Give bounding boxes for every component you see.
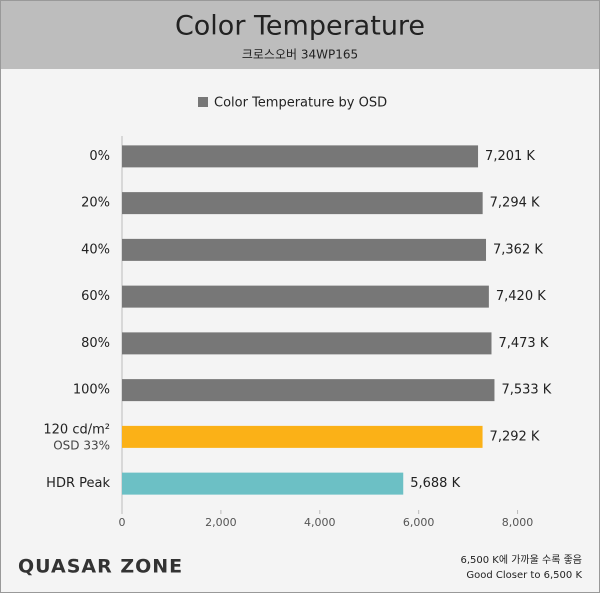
chart-subtitle: 크로스오버 34WP165 (242, 48, 358, 62)
x-tick-label: 0 (119, 516, 126, 529)
y-tick-label: 20% (81, 196, 110, 211)
value-label: 7,420 K (496, 289, 546, 304)
bar (122, 285, 489, 308)
value-label: 7,533 K (501, 383, 551, 398)
legend-swatch (198, 97, 208, 107)
y-tick-label: 80% (81, 336, 110, 351)
value-label: 7,292 K (490, 429, 540, 444)
value-label: 7,201 K (485, 149, 535, 164)
y-tick-note: OSD 33% (53, 438, 110, 452)
bar (122, 145, 479, 168)
bar (122, 238, 487, 261)
chart-title: Color Temperature (175, 11, 425, 42)
logo: QUASAR ZONE (18, 556, 183, 578)
y-tick-label: 60% (81, 289, 110, 304)
value-label: 7,362 K (493, 242, 543, 257)
bar (122, 332, 492, 355)
x-tick-label: 8,000 (502, 516, 534, 529)
y-tick-label: 40% (81, 242, 110, 257)
note: Good Closer to 6,500 K (466, 570, 582, 581)
y-tick-label: 100% (73, 383, 110, 398)
legend-label: Color Temperature by OSD (214, 96, 387, 111)
value-label: 7,473 K (498, 336, 548, 351)
note: 6,500 K에 가까울 수록 좋음 (460, 554, 582, 566)
bar (122, 472, 404, 495)
y-tick-label: 120 cd/m² (43, 422, 110, 437)
x-tick-label: 6,000 (403, 516, 435, 529)
bar (122, 192, 483, 215)
value-label: 7,294 K (490, 196, 540, 211)
x-tick-label: 4,000 (304, 516, 336, 529)
value-label: 5,688 K (410, 476, 460, 491)
bar (122, 379, 495, 402)
bar (122, 425, 483, 448)
header-band (1, 1, 599, 69)
y-tick-label: HDR Peak (46, 476, 110, 491)
y-tick-label: 0% (89, 149, 110, 164)
x-tick-label: 2,000 (205, 516, 237, 529)
